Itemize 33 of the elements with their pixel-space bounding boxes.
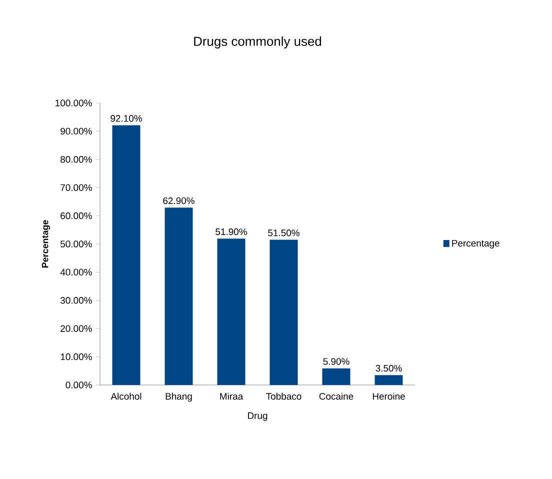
bar <box>322 368 350 385</box>
x-axis-title: Drug <box>248 412 268 421</box>
y-tick-label: 10.00% <box>60 353 92 360</box>
y-tick-label: 0.00% <box>66 382 92 388</box>
y-tick-label: 70.00% <box>60 184 92 191</box>
y-tick-label: 90.00% <box>60 128 92 135</box>
x-tick-label: Bhang <box>166 392 192 402</box>
data-label: 51.50% <box>268 230 300 236</box>
y-tick-label: 100.00% <box>56 100 92 106</box>
x-tick-label: Alcohol <box>110 392 142 400</box>
bar <box>374 375 403 385</box>
y-tick-label: 80.00% <box>60 156 92 163</box>
y-tick-label: 40.00% <box>60 268 92 276</box>
data-label: 5.90% <box>323 358 350 365</box>
y-tick-label: 50.00% <box>60 240 92 248</box>
y-axis-title: Percentage <box>42 220 50 268</box>
x-tick-label: Miraa <box>220 392 244 400</box>
chart-title: Drugs commonly used <box>194 36 322 48</box>
data-label: 62.90% <box>163 197 194 204</box>
data-label: 3.50% <box>376 364 402 372</box>
y-tick-label: 30.00% <box>60 297 92 304</box>
y-tick-label: 20.00% <box>60 325 92 332</box>
data-label: 51.90% <box>216 228 247 236</box>
bar <box>217 238 246 385</box>
bar <box>164 208 193 385</box>
y-tick-label: 60.00% <box>60 212 92 220</box>
bar <box>112 125 140 385</box>
x-tick-label: Cocaine <box>319 392 354 400</box>
x-tick-label: Tobbaco <box>266 392 302 400</box>
data-label: 92.10% <box>110 115 142 122</box>
legend-label: Percentage <box>452 240 500 248</box>
bar <box>270 240 298 385</box>
x-tick-label: Heroine <box>372 392 405 400</box>
